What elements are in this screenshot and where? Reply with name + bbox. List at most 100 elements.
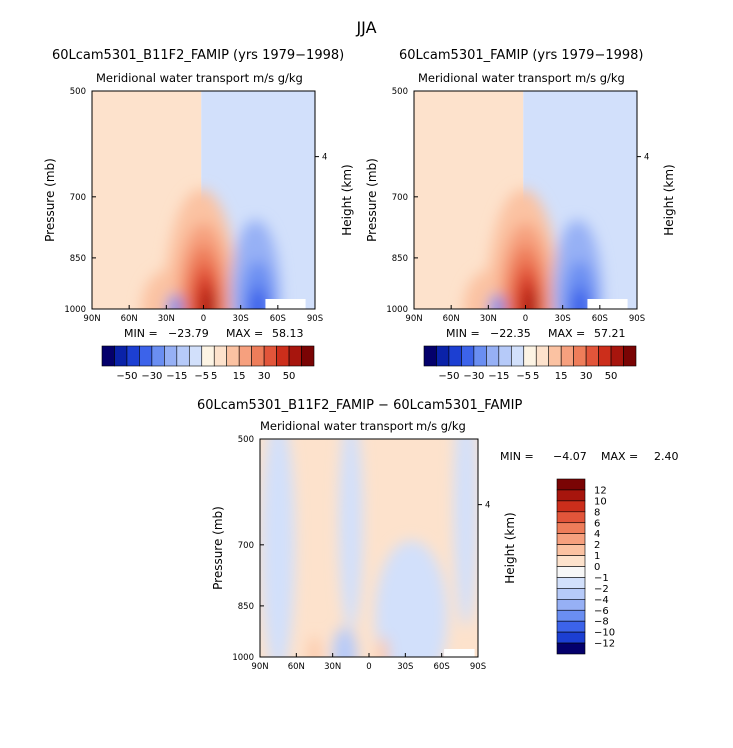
colorbar-cell — [556, 599, 586, 611]
nh-negative-spot — [489, 294, 505, 309]
x-tick-label: 30N — [324, 662, 341, 672]
colorbar-label: −30 — [141, 371, 162, 382]
panel2-units: m/s g/kg — [575, 71, 625, 85]
plume-level-6 — [524, 289, 537, 309]
colorbar-cell — [461, 345, 475, 367]
y-tick-label: 850 — [238, 602, 254, 612]
colorbar-label: 30 — [580, 371, 593, 382]
colorbar-label: −50 — [116, 371, 137, 382]
x-tick-label: 90N — [251, 662, 268, 672]
colorbar-cell — [556, 566, 586, 578]
colorbar-cell — [556, 522, 586, 534]
x-tick-label: 0 — [523, 314, 528, 324]
colorbar-label: 0 — [594, 562, 600, 573]
colorbar-cell — [556, 631, 586, 644]
colorbar-label: 10 — [594, 496, 607, 507]
pos-core-sh — [378, 636, 389, 657]
colorbar-cell — [510, 345, 525, 367]
x-tick-label: 90S — [470, 662, 486, 672]
colorbar-cell — [556, 577, 586, 589]
y-tick-label: 1000 — [386, 305, 408, 315]
x-tick-label: 60N — [443, 314, 460, 324]
y-axis-label: Pressure (mb) — [43, 158, 57, 242]
colorbars-layer: −50 −30 −15 −5 5 15 30 50 −50 −30 −15 −5 5 15 30 501210… — [101, 345, 637, 655]
panel3-min-label: MIN = — [500, 450, 534, 463]
y-axis-right-label: Height (km) — [340, 164, 354, 235]
colorbar-cell — [226, 345, 240, 367]
pos-core-nh — [309, 636, 320, 657]
colorbar-cell — [238, 345, 252, 367]
x-tick-label: 90N — [405, 314, 422, 324]
colorbar-cell — [201, 345, 215, 367]
colorbar-cell — [436, 345, 450, 367]
panel3-field — [260, 439, 478, 657]
colorbar-cell — [556, 642, 586, 655]
y-tick-label: 700 — [70, 193, 86, 203]
colorbar-cell — [535, 345, 550, 367]
panel2-max-label: MAX = — [548, 327, 586, 340]
colorbar-label: 12 — [594, 485, 607, 496]
colorbar-cell — [556, 489, 586, 502]
neg-band-eq — [338, 439, 363, 631]
colorbar-cell — [560, 345, 574, 367]
figure-title: JJA — [356, 18, 377, 37]
colorbar-cell — [473, 345, 487, 367]
colorbar-cell — [176, 345, 190, 367]
field-contours — [141, 189, 281, 309]
colorbar-cell — [556, 609, 586, 622]
colorbar-cell — [423, 345, 437, 367]
colorbar-cell — [556, 555, 586, 567]
colorbar-cell — [301, 345, 315, 367]
y-tick-label: 500 — [70, 87, 86, 97]
colorbar-label: −8 — [594, 617, 609, 628]
colorbar-cell — [188, 345, 203, 367]
colorbar-cell — [448, 345, 462, 367]
y-tick-label: 700 — [392, 193, 408, 203]
panel3-max-value: 2.40 — [654, 450, 679, 463]
colorbar-cell — [585, 345, 599, 367]
colorbar-horizontal-2: −50 −30 −15 −5 5 15 30 50 — [423, 345, 637, 382]
colorbar-label: 2 — [594, 540, 600, 551]
colorbar-label: 5 — [533, 371, 539, 382]
panel1-min-label: MIN = — [124, 327, 158, 340]
x-tick-label: 60S — [434, 662, 450, 672]
colorbar-cell — [151, 345, 165, 367]
neg-band-nh — [261, 439, 296, 657]
colorbar-label: 15 — [233, 371, 246, 382]
x-tick-label: 30N — [480, 314, 497, 324]
neg-core — [332, 627, 357, 657]
colorbar-label: −15 — [488, 371, 509, 382]
colorbar-cell — [523, 345, 537, 367]
missing-data-mask — [587, 299, 628, 309]
x-tick-label: 60S — [270, 314, 286, 324]
y-right-tick-label: 4 — [322, 153, 327, 163]
y-tick-label: 700 — [238, 541, 254, 551]
panel2-subtitle: Meridional water transport — [418, 71, 572, 85]
x-tick-label: 90N — [83, 314, 100, 324]
y-tick-label: 500 — [238, 435, 254, 445]
y-axis-right-label: Height (km) — [662, 164, 676, 235]
colorbar-cell — [556, 500, 586, 513]
panel1-max-value: 58.13 — [272, 327, 304, 340]
colorbar-label: 5 — [211, 371, 217, 382]
panel1-title: 60Lcam5301_B11F2_FAMIP (yrs 1979−1998) — [52, 48, 345, 63]
nh-negative-spot — [167, 294, 183, 309]
x-tick-label: 30N — [158, 314, 175, 324]
colorbar-cell — [213, 345, 228, 367]
colorbar-horizontal-1: −50 −30 −15 −5 5 15 30 50 — [101, 345, 315, 382]
colorbar-cell — [101, 345, 115, 367]
panel1-min-value: −23.79 — [168, 327, 209, 340]
x-tick-label: 60N — [288, 662, 305, 672]
colorbar-cell — [486, 345, 500, 367]
colorbar-cell — [610, 345, 624, 367]
y-tick-label: 1000 — [64, 305, 86, 315]
colorbar-label: 4 — [594, 529, 600, 540]
colorbar-cell — [623, 345, 637, 367]
y-tick-label: 1000 — [232, 653, 254, 663]
colorbar-cell — [114, 345, 128, 367]
colorbar-label: −6 — [594, 606, 609, 617]
colorbar-label: −4 — [594, 595, 609, 606]
colorbar-cell — [263, 345, 277, 367]
